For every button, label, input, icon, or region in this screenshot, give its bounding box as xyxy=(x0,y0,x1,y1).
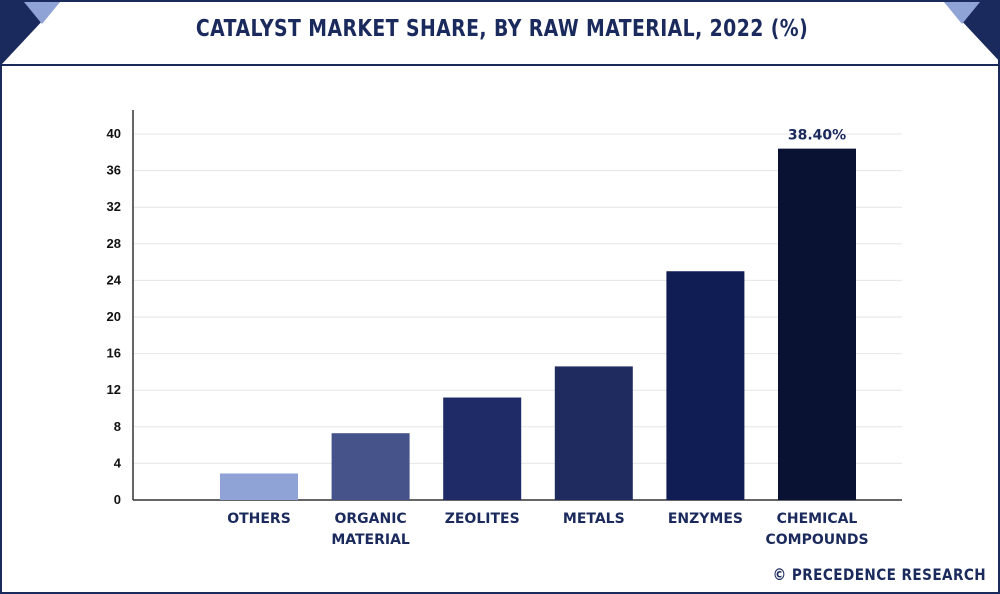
x-category-label: CHEMICAL xyxy=(777,511,858,527)
y-tick-label: 28 xyxy=(107,236,121,251)
data-label: 38.40% xyxy=(788,128,846,144)
left-corner-decoration xyxy=(2,2,60,64)
bar xyxy=(331,433,410,500)
y-tick-label: 20 xyxy=(107,309,121,324)
y-tick-label: 4 xyxy=(114,455,122,470)
y-tick-label: 8 xyxy=(114,419,121,434)
right-corner-decoration xyxy=(944,2,998,60)
header-band: CATALYST MARKET SHARE, BY RAW MATERIAL, … xyxy=(2,2,998,66)
chart-title: CATALYST MARKET SHARE, BY RAW MATERIAL, … xyxy=(195,16,809,42)
bar xyxy=(554,366,633,500)
x-category-label: ORGANIC xyxy=(334,511,406,527)
x-category-label: ENZYMES xyxy=(668,511,743,527)
bar xyxy=(666,271,745,500)
x-category-label: ZEOLITES xyxy=(445,511,520,527)
bar xyxy=(443,397,522,500)
x-category-label: MATERIAL xyxy=(331,532,410,548)
y-tick-label: 0 xyxy=(114,492,121,507)
x-category-label: OTHERS xyxy=(227,511,291,527)
x-category-label: METALS xyxy=(563,511,625,527)
y-tick-label: 40 xyxy=(107,126,121,141)
x-category-label: COMPOUNDS xyxy=(765,532,868,548)
bar xyxy=(220,473,298,500)
y-tick-label: 24 xyxy=(107,272,122,287)
bar xyxy=(778,148,856,500)
y-tick-label: 32 xyxy=(107,199,121,214)
y-tick-label: 16 xyxy=(107,346,121,361)
y-tick-label: 36 xyxy=(107,163,121,178)
y-tick-label: 12 xyxy=(107,382,121,397)
source-credit: © PRECEDENCE RESEARCH xyxy=(772,565,986,584)
